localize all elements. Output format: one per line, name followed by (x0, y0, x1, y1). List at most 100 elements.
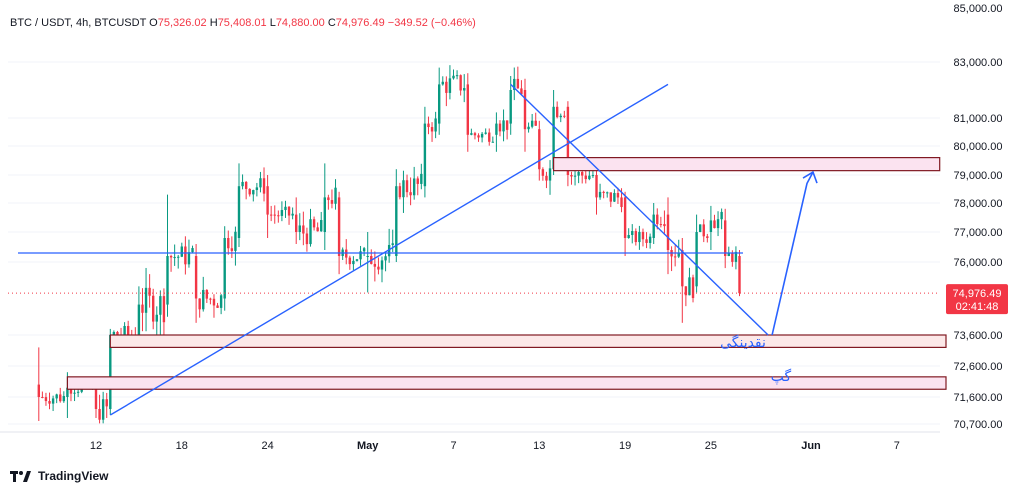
candle-intra (656, 208, 659, 230)
candle-body (631, 231, 634, 235)
candle-body (684, 286, 688, 296)
candle-body (530, 120, 534, 127)
candle-body (144, 287, 148, 313)
candle-intra (98, 394, 101, 424)
candle-intra (155, 306, 158, 337)
candle-intra (670, 246, 673, 272)
candle-body (287, 206, 291, 216)
candle-intra (334, 179, 337, 210)
candle-intra (387, 228, 391, 263)
candle-intra (606, 191, 609, 198)
candle-body (713, 220, 716, 229)
candle-body (634, 231, 638, 243)
candle-intra (144, 267, 148, 332)
candle-body (459, 75, 462, 91)
candle-intra (273, 205, 276, 224)
candle-body (76, 391, 80, 393)
candle-body (184, 246, 187, 265)
candle-body (638, 231, 641, 243)
candle-intra (373, 251, 377, 282)
candle-body (641, 231, 645, 240)
candle-intra (44, 392, 48, 406)
candle-intra (555, 101, 559, 119)
candle-body (202, 289, 205, 310)
candle-intra (359, 245, 362, 266)
candle-intra (663, 210, 666, 235)
candle-body (316, 227, 319, 232)
time-axis[interactable]: 12 18 24 May 7 13 19 25 Jun 7 (0, 431, 940, 452)
candle-body (198, 298, 201, 310)
candle-body (409, 192, 412, 196)
candle-body (244, 181, 248, 189)
candle-intra (402, 170, 405, 213)
candle-body (69, 387, 73, 394)
candle-body (209, 298, 212, 300)
time-tick-label: 18 (176, 440, 188, 452)
candle-body (455, 75, 459, 77)
candle-body (559, 115, 562, 118)
candle-may-19 (623, 191, 627, 256)
legend-high: 75,408.01 (217, 17, 267, 29)
candle-body (706, 236, 709, 238)
candle-body (123, 326, 126, 337)
candle-intra (252, 189, 255, 202)
candle-intra (416, 176, 419, 196)
candle-intra (584, 169, 587, 184)
candle-may-11 (509, 76, 512, 135)
zones (66, 157, 947, 390)
candle-intra (73, 389, 76, 402)
grid-lines (8, 61, 940, 425)
candle-body (166, 256, 169, 305)
candle-body (438, 84, 441, 124)
candle-intra (327, 194, 330, 210)
tradingview-logo[interactable]: TradingView (10, 466, 108, 486)
candle-intra (527, 122, 530, 133)
candle-intra (352, 256, 355, 271)
candle-body (402, 180, 405, 198)
candle-body (51, 398, 55, 404)
candle-body (420, 173, 423, 184)
candle-body (377, 266, 380, 270)
candle-intra (420, 163, 423, 190)
price-axis[interactable]: 83,000.00 81,000.00 80,000.00 79,000.00 78,0… (954, 3, 1003, 431)
candle-body (266, 186, 269, 215)
candle-body (291, 213, 294, 216)
candle-intra (688, 267, 691, 296)
candle-intra (398, 182, 402, 200)
price-tick-label: 78,000.00 (954, 198, 1003, 210)
candle-body (362, 248, 366, 252)
candle-body (538, 129, 541, 170)
candle-intra (602, 190, 605, 199)
candle-intra (659, 216, 663, 228)
candle-body (191, 248, 194, 253)
candle-intra (187, 239, 191, 268)
gap-zone (66, 376, 947, 390)
candle-body (277, 215, 280, 217)
candle-body (734, 251, 738, 262)
candle-intra (581, 169, 584, 184)
candle-body (452, 75, 455, 79)
candle-body (152, 295, 155, 322)
candle-body (312, 219, 316, 228)
upper-supply-zone (552, 157, 941, 172)
price-tick-label: 80,000.00 (954, 141, 1003, 153)
ascending-trendline (109, 83, 669, 416)
candle-body (609, 192, 612, 202)
candle-intra (320, 211, 323, 232)
candle-intra (405, 174, 409, 198)
time-tick-label: 24 (261, 440, 273, 452)
candle-body (466, 84, 469, 135)
candle-body (284, 206, 287, 211)
candle-body (652, 214, 655, 238)
candle-body (295, 214, 298, 232)
candle-body (623, 197, 627, 238)
candle-intra (191, 245, 194, 253)
candle-may-26 (724, 208, 727, 269)
candle-body (366, 256, 369, 257)
candle-intra (427, 116, 430, 135)
time-tick-label: 13 (533, 440, 545, 452)
candle-body (159, 296, 162, 315)
